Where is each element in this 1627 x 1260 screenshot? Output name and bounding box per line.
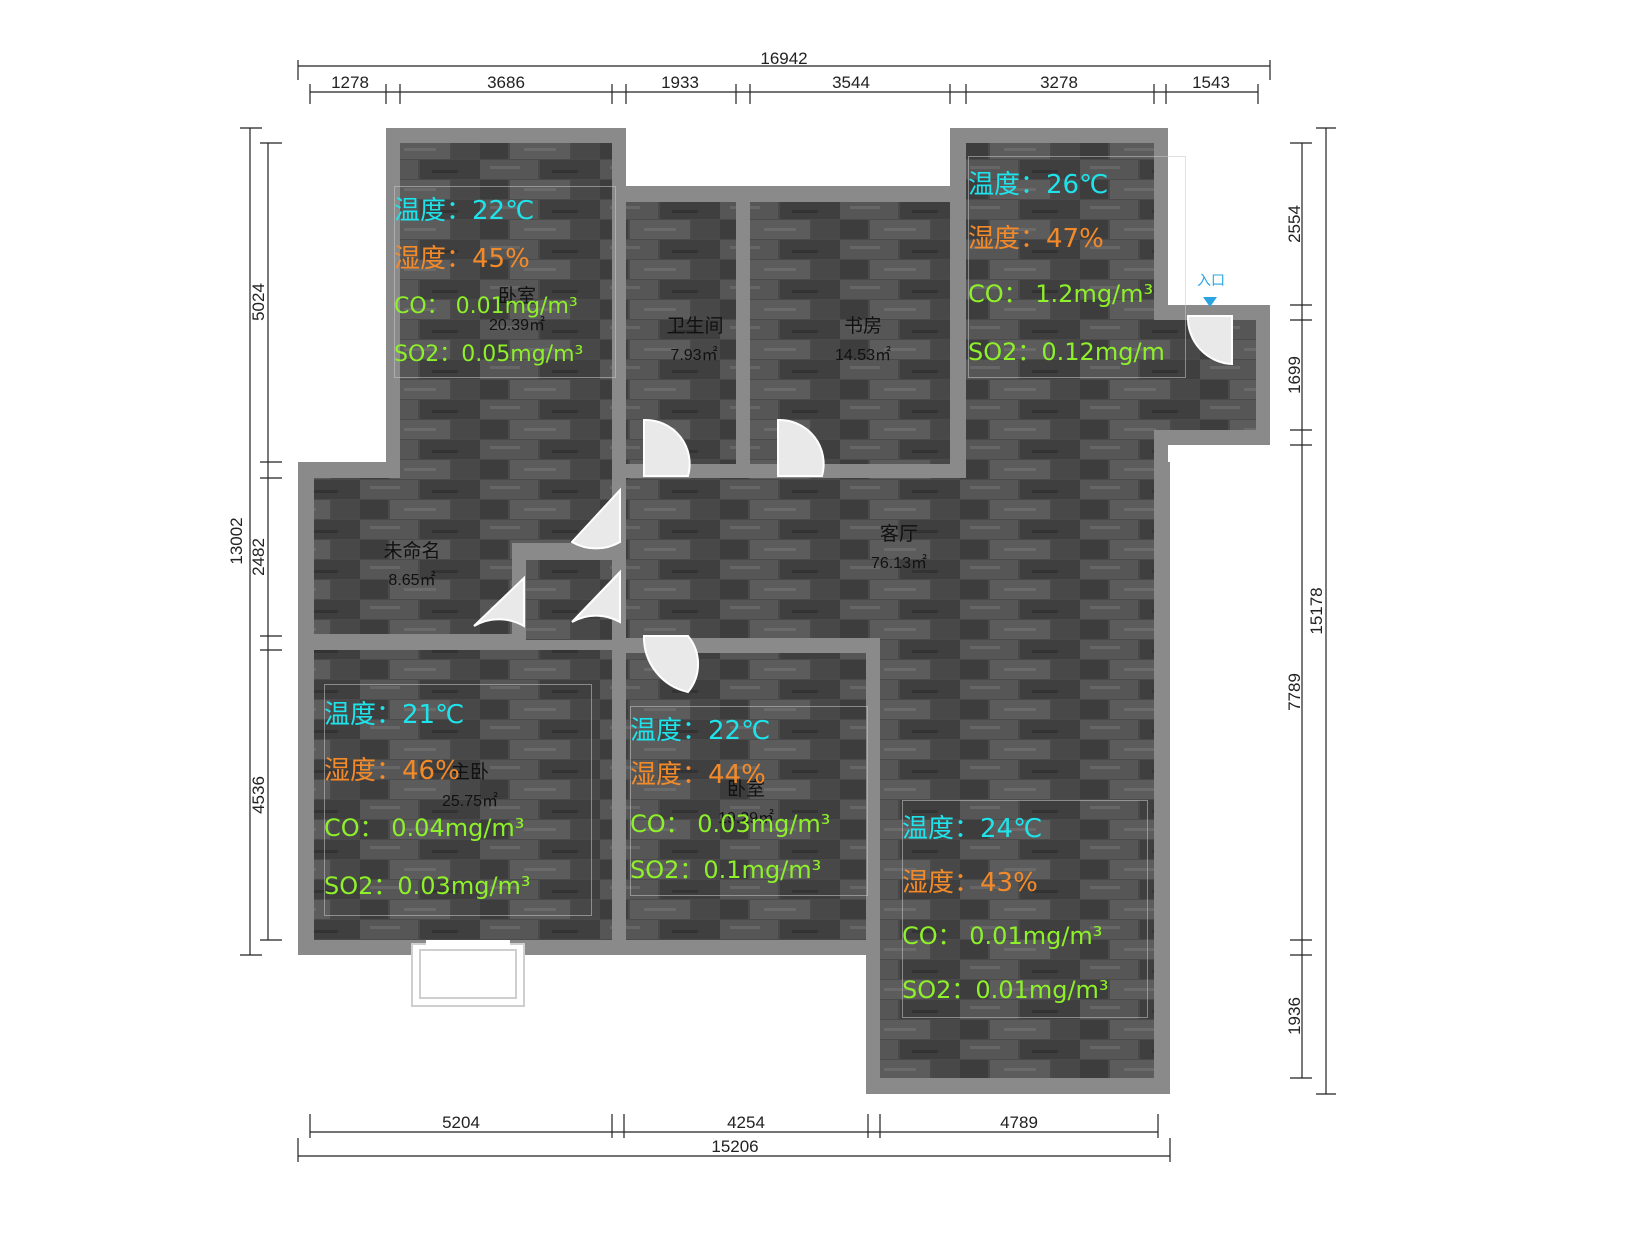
dim-left-total: 13002 (227, 517, 246, 564)
dim-top-1: 1278 (331, 73, 369, 92)
room-area-living: 76.13㎡ (871, 554, 927, 572)
dim-bottom-total: 15206 (711, 1137, 758, 1156)
sensor-grid (394, 186, 616, 378)
so2-reading: SO2：0.1mg/m³ (630, 856, 822, 884)
co-reading: CO： 0.01mg/m³ (394, 294, 578, 319)
floor-bedroom-mid (626, 653, 866, 940)
dim-bottom-2: 4254 (727, 1113, 765, 1132)
temperature-reading: 温度：24℃ (902, 814, 1043, 844)
dimensions-top: 16942 1278 3686 1933 3544 3278 1543 (297, 49, 1271, 104)
temperature-reading: 温度：22℃ (394, 196, 535, 226)
room-name-study: 书房 (844, 315, 882, 337)
room-name-master: 主卧 (451, 761, 489, 783)
so2-reading: SO2：0.12mg/m (968, 338, 1165, 366)
dim-bottom-3: 4789 (1000, 1113, 1038, 1132)
floor-living-bottom (880, 955, 1154, 1078)
dim-top-2: 3686 (487, 73, 525, 92)
co-reading: CO： 0.01mg/m³ (902, 922, 1103, 950)
sensor-panel-bedroom-mid: 温度：22℃ 湿度：44% CO： 0.03mg/m³ SO2：0.1mg/m³ (630, 706, 868, 896)
room-area-unnamed: 8.65㎡ (388, 571, 435, 589)
humidity-reading: 湿度：47% (968, 224, 1104, 254)
dim-left-2: 2482 (249, 538, 268, 576)
so2-reading: SO2：0.03mg/m³ (324, 872, 531, 900)
door-bedroom-mid (642, 635, 699, 694)
dim-right-2: 1699 (1285, 356, 1304, 394)
sensor-panel-bedroom-top: 温度：22℃ 湿度：45% CO： 0.01mg/m³ SO2：0.05mg/m… (394, 186, 616, 378)
dim-right-total: 15178 (1307, 587, 1326, 634)
co-reading: CO： 1.2mg/m³ (968, 280, 1154, 308)
room-name-unnamed: 未命名 (383, 540, 440, 562)
door-study (777, 418, 825, 477)
dim-top-3: 1933 (661, 73, 699, 92)
dim-left-1: 5024 (249, 283, 268, 321)
floor-bedroom-top (400, 143, 612, 543)
humidity-reading: 湿度：46% (324, 756, 460, 786)
temperature-reading: 温度：22℃ (630, 716, 771, 746)
room-area-study: 14.53㎡ (835, 346, 891, 364)
room-name-bathroom: 卫生间 (666, 315, 723, 337)
dimensions-right: 15178 2554 1699 7789 1936 (1285, 127, 1336, 1095)
room-area-master: 25.75㎡ (442, 792, 498, 810)
entrance-label: 入口 (1197, 273, 1225, 289)
sensor-grid (630, 706, 868, 896)
door-unnamed (473, 575, 525, 628)
co-reading: CO： 0.04mg/m³ (324, 814, 525, 842)
room-area-bedroom-mid: 19.29㎡ (718, 809, 774, 827)
humidity-reading: 湿度：44% (630, 760, 766, 790)
sensor-grid (902, 800, 1148, 1018)
entrance-arrow-icon (1203, 297, 1217, 307)
dimensions-bottom: 5204 4254 4789 15206 (297, 1113, 1171, 1162)
humidity-reading: 湿度：43% (902, 868, 1038, 898)
temperature-reading: 温度：26℃ (968, 170, 1109, 200)
door-master (571, 569, 621, 624)
dim-right-3: 7789 (1285, 673, 1304, 711)
floor-entrance-room (966, 143, 1154, 483)
dim-right-4: 1936 (1285, 997, 1304, 1035)
room-name-bedroom-mid: 卧室 (727, 778, 765, 800)
floors (314, 143, 1256, 1078)
co-reading: CO： 0.03mg/m³ (630, 810, 831, 838)
dimensions-left: 13002 5024 2482 4536 (227, 127, 282, 956)
sensor-panel-living-bottom: 温度：24℃ 湿度：43% CO： 0.01mg/m³ SO2：0.01mg/m… (902, 800, 1148, 1018)
room-labels: 卧室 20.39㎡ 卫生间 7.93㎡ 书房 14.53㎡ 客厅 76.13㎡ … (383, 285, 927, 827)
sensor-grid (324, 684, 592, 916)
room-name-living: 客厅 (880, 523, 918, 545)
dim-top-4: 3544 (832, 73, 870, 92)
so2-reading: SO2：0.05mg/m³ (394, 342, 584, 367)
door-entrance (1186, 315, 1233, 366)
sensor-panel-entrance-room: 温度：26℃ 湿度：47% CO： 1.2mg/m³ SO2：0.12mg/m (968, 156, 1186, 378)
humidity-reading: 湿度：45% (394, 244, 530, 274)
room-area-bathroom: 7.93㎡ (670, 346, 717, 364)
floor-unnamed (314, 478, 512, 634)
doors (473, 315, 1233, 694)
dim-top-total: 16942 (760, 49, 807, 68)
sensor-grid (968, 156, 1186, 378)
door-bedroom-top (570, 487, 621, 550)
sensor-panel-master: 温度：21℃ 湿度：46% CO： 0.04mg/m³ SO2：0.03mg/m… (324, 684, 592, 916)
door-bathroom (643, 418, 691, 477)
dim-left-3: 4536 (249, 776, 268, 814)
dim-right-1: 2554 (1285, 205, 1304, 243)
room-area-bedroom-top: 20.39㎡ (489, 316, 545, 334)
so2-reading: SO2：0.01mg/m³ (902, 976, 1109, 1004)
floor-master (314, 650, 612, 940)
dim-top-5: 3278 (1040, 73, 1078, 92)
dim-bottom-1: 5204 (442, 1113, 480, 1132)
room-name-bedroom-top: 卧室 (498, 285, 536, 307)
balcony (411, 940, 525, 1007)
dim-top-6: 1543 (1192, 73, 1230, 92)
temperature-reading: 温度：21℃ (324, 700, 465, 730)
